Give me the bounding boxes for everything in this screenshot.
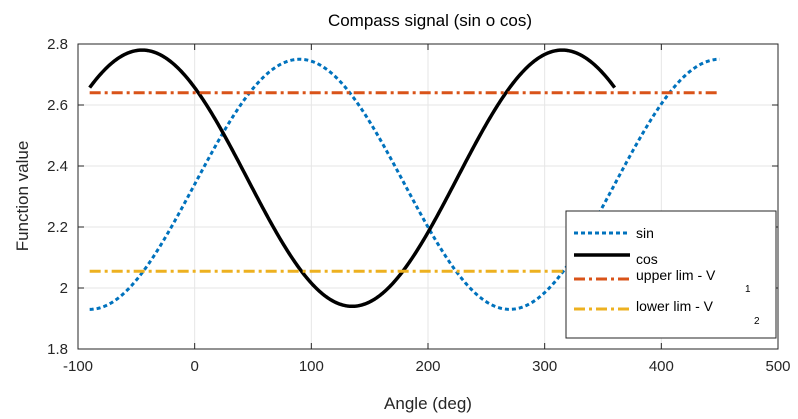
- x-tick-label: 0: [190, 358, 198, 375]
- axis-ticks: -100 0 100 200 300 400 500 1.8 2 2.2 2.4 2.6 2.8: [47, 36, 790, 375]
- x-tick-label: 400: [649, 358, 674, 375]
- x-tick-label: 300: [532, 358, 557, 375]
- x-tick-label: 100: [299, 358, 324, 375]
- legend-label-sin: sin: [636, 225, 654, 241]
- y-tick-label: 2.8: [47, 36, 68, 53]
- legend-box: [565, 210, 777, 339]
- legend: sin cos upper lim - V 1 lower lim - V 2: [565, 210, 777, 339]
- y-tick-label: 1.8: [47, 341, 68, 358]
- x-tick-label: 500: [765, 358, 790, 375]
- legend-label-lower-lim: lower lim - V: [636, 298, 714, 314]
- y-tick-label: 2.2: [47, 219, 68, 236]
- legend-subscript-lower-lim: 2: [754, 316, 760, 327]
- y-tick-label: 2.6: [47, 97, 68, 114]
- legend-label-upper-lim: upper lim - V: [636, 267, 716, 283]
- y-axis-label: Function value: [13, 141, 32, 252]
- y-tick-label: 2.4: [47, 158, 68, 175]
- legend-label-cos: cos: [636, 251, 658, 267]
- x-axis-label: Angle (deg): [384, 394, 472, 413]
- series-layer: [88, 48, 720, 311]
- legend-subscript-upper-lim: 1: [745, 284, 751, 295]
- x-tick-label: 200: [415, 358, 440, 375]
- y-tick-label: 2: [60, 280, 68, 297]
- chart-title: Compass signal (sin o cos): [328, 11, 532, 30]
- series-line-cos: [88, 48, 617, 309]
- x-tick-label: -100: [63, 358, 93, 375]
- series-line-sin: [89, 57, 720, 311]
